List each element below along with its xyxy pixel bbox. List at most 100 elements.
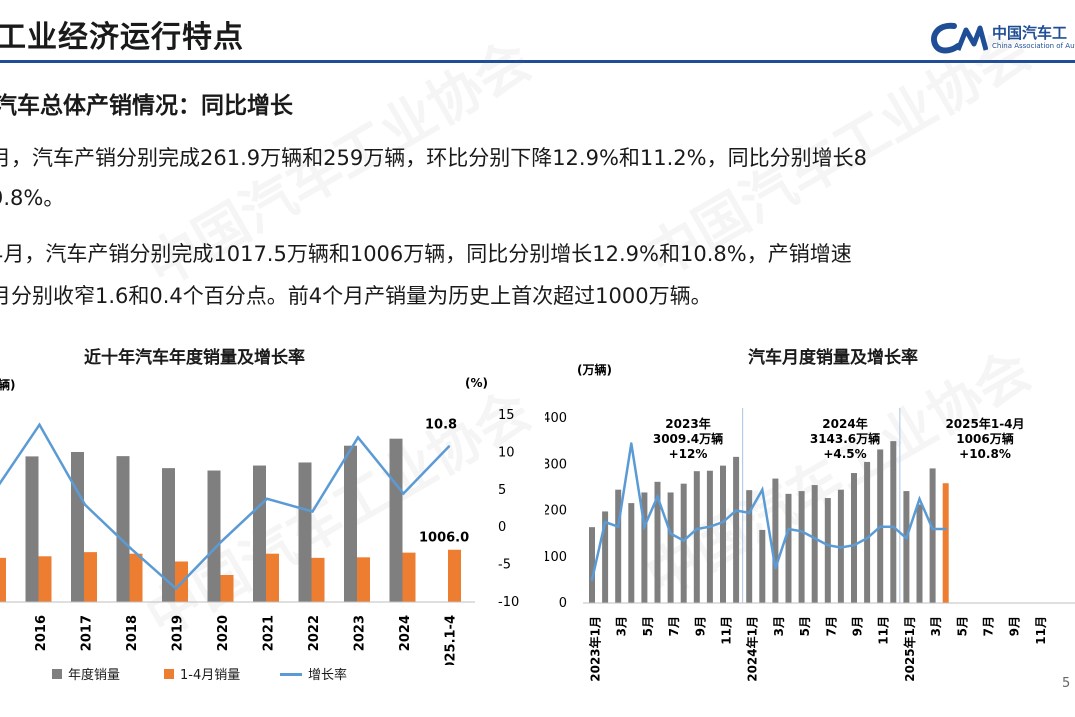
monthly-growth-point bbox=[944, 527, 947, 531]
monthly-sales-bar bbox=[864, 461, 871, 603]
latest-month-bar bbox=[942, 483, 949, 603]
growth-rate-point bbox=[311, 510, 314, 513]
monthly-growth-point bbox=[734, 509, 738, 512]
paragraph-1-line-2: 9.8%。 bbox=[0, 186, 65, 210]
chart-1-x-label: 2024 bbox=[398, 615, 413, 651]
monthly-sales-bar bbox=[602, 511, 609, 603]
monthly-sales-bar bbox=[615, 489, 622, 603]
chart-2-x-label: 9月 bbox=[693, 616, 707, 636]
monthly-sales-bar bbox=[733, 456, 740, 603]
monthly-sales-bar bbox=[772, 478, 779, 603]
monthly-growth-point bbox=[839, 546, 843, 549]
monthly-growth-point bbox=[826, 543, 829, 547]
growth-rate-point bbox=[220, 540, 223, 543]
jan-apr-sales-bar bbox=[0, 557, 6, 602]
chart-1-right-tick: -5 bbox=[498, 558, 511, 573]
logo-text-cn: 中国汽车工 bbox=[992, 24, 1068, 42]
monthly-growth-point bbox=[774, 567, 777, 570]
chart-1-x-label: 2025.1-4 bbox=[444, 615, 459, 665]
title-bar: 工业经济运行特点 中国汽车工 China Association of Auto… bbox=[0, 0, 1075, 60]
chart-2-x-label: 11月 bbox=[720, 616, 734, 645]
year-annotation: 3009.4万辆 bbox=[653, 431, 723, 446]
monthly-growth-point bbox=[695, 527, 698, 531]
chart-1-x-label: 5 bbox=[0, 615, 4, 624]
chart-2-x-label: 11月 bbox=[1034, 616, 1048, 645]
year-annotation: 2024年 bbox=[822, 416, 867, 431]
chart-1-right-tick: -10 bbox=[498, 595, 519, 610]
year-annotation: 1006万辆 bbox=[956, 431, 1013, 446]
growth-rate-point bbox=[174, 587, 178, 590]
monthly-sales-bar bbox=[851, 473, 857, 603]
chart-2-y-tick: 0 bbox=[559, 596, 567, 611]
jan-apr-sales-bar bbox=[84, 552, 97, 602]
chart-2-y-tick: 400 bbox=[545, 411, 567, 426]
monthly-sales-bar bbox=[903, 491, 910, 603]
monthly-sales-bar bbox=[916, 504, 923, 603]
monthly-growth-line bbox=[590, 443, 946, 581]
monthly-sales-bar bbox=[628, 503, 635, 603]
chart-1-right-tick: 15 bbox=[498, 408, 515, 423]
growth-rate-point bbox=[356, 436, 360, 439]
monthly-growth-point bbox=[708, 525, 712, 528]
monthly-growth-point bbox=[931, 527, 934, 531]
chart-2-x-label: 2023年1月 bbox=[588, 616, 603, 682]
annual-sales-bar bbox=[253, 465, 266, 602]
growth-rate-line bbox=[0, 422, 450, 591]
monthly-sales-bar bbox=[654, 481, 661, 603]
monthly-growth-point bbox=[682, 539, 685, 542]
chart-1-x-label: 2018 bbox=[125, 615, 140, 651]
growth-rate-point bbox=[83, 503, 87, 506]
annual-sales-bar bbox=[344, 445, 357, 602]
legend-swatch-gray bbox=[52, 669, 62, 679]
monthly-sales-bar bbox=[589, 527, 595, 603]
chart-1-x-label: 2021 bbox=[262, 615, 277, 651]
paragraph-2-line-1: 4月，汽车产销分别完成1017.5万辆和1006万辆，同比分别增长12.9%和1… bbox=[0, 242, 852, 266]
chart-1-right-tick: 0 bbox=[498, 520, 506, 535]
jan-apr-sales-bar bbox=[129, 553, 143, 602]
chart-2-x-label: 11月 bbox=[877, 616, 891, 645]
chart-1-right-axis-label: (%) bbox=[465, 376, 488, 390]
chart-1-title: 近十年汽车年度销量及增长率 bbox=[84, 348, 305, 368]
chart-1-right-tick: 5 bbox=[498, 483, 506, 498]
chart-2-x-label: 5月 bbox=[641, 616, 655, 636]
annual-sales-bar bbox=[298, 462, 312, 602]
legend-label-growth: 增长率 bbox=[308, 668, 348, 683]
chart-2-x-label: 3月 bbox=[772, 616, 786, 636]
jan-apr-sales-bar bbox=[38, 556, 52, 602]
chart-2-y-tick: 100 bbox=[545, 550, 567, 565]
annual-sales-bar bbox=[71, 451, 84, 602]
monthly-sales-bar bbox=[759, 529, 766, 603]
chart-2-x-label: 7月 bbox=[667, 616, 681, 636]
year-annotation: 2023年 bbox=[665, 416, 710, 431]
chart-1-x-label: 2020 bbox=[216, 615, 231, 651]
legend-label-annual: 年度销量 bbox=[68, 668, 121, 683]
growth-rate-point bbox=[447, 445, 451, 448]
monthly-growth-point bbox=[721, 520, 725, 524]
jan-apr-sales-bar bbox=[357, 557, 370, 602]
monthly-growth-point bbox=[761, 488, 764, 491]
monthly-growth-point bbox=[865, 537, 869, 540]
chart-1-x-label: 2023 bbox=[353, 615, 368, 651]
monthly-growth-point bbox=[813, 537, 816, 540]
legend-swatch-orange bbox=[164, 669, 174, 679]
chart-1-x-label: 2022 bbox=[307, 615, 322, 651]
paragraph-1-line-1: 月，汽车产销分别完成261.9万辆和259万辆，环比分别下降12.9%和11.2… bbox=[0, 146, 867, 170]
jan-apr-sales-bar bbox=[220, 574, 234, 602]
monthly-growth-point bbox=[800, 530, 803, 533]
growth-rate-point bbox=[402, 492, 405, 495]
monthly-growth-point bbox=[748, 511, 751, 515]
monthly-sales-bar bbox=[746, 490, 753, 603]
monthly-growth-point bbox=[669, 532, 672, 535]
chart-1-right-tick: 10 bbox=[498, 445, 515, 460]
monthly-sales-bar bbox=[811, 485, 818, 603]
year-annotation: 3143.6万辆 bbox=[810, 431, 880, 446]
annual-sales-bar bbox=[25, 456, 39, 602]
year-annotation: +12% bbox=[669, 447, 708, 461]
logo-text-en: China Association of Automo bbox=[992, 42, 1075, 50]
monthly-sales-bar bbox=[720, 465, 726, 603]
monthly-growth-point bbox=[603, 520, 607, 524]
monthly-sales-bar bbox=[667, 492, 674, 603]
monthly-sales-bar bbox=[824, 498, 831, 603]
chart-2-title: 汽车月度销量及增长率 bbox=[748, 348, 918, 368]
annual-sales-bar bbox=[389, 438, 403, 602]
